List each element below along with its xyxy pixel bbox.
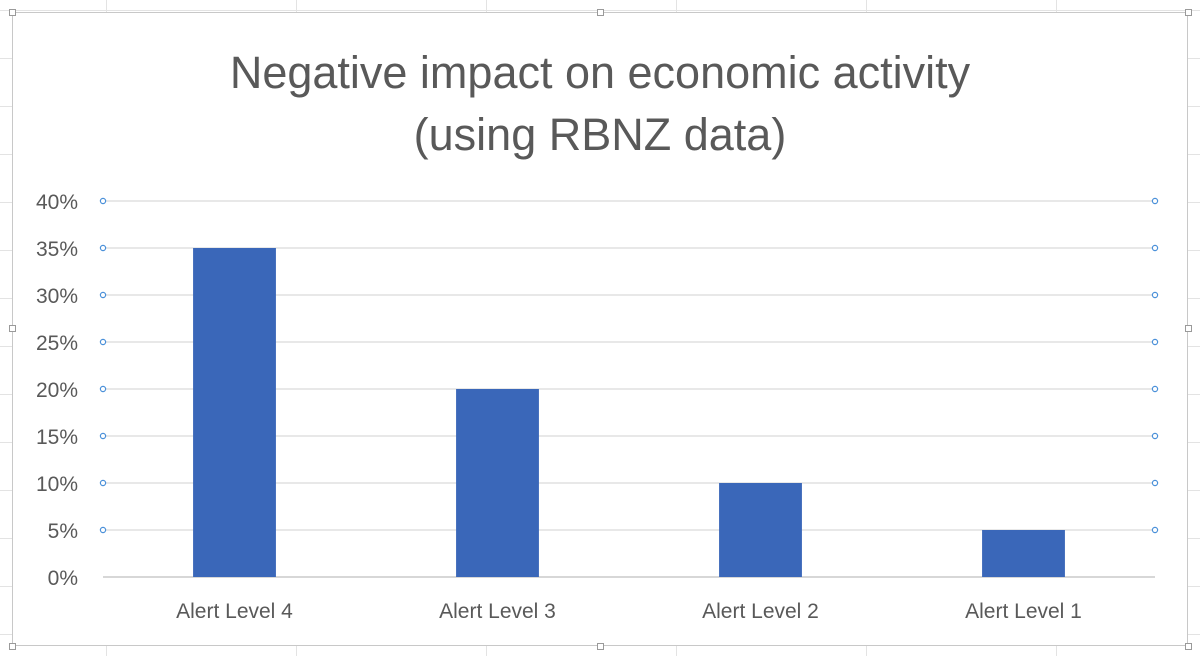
y-tick-label: 35% [36, 238, 78, 261]
x-axis: Alert Level 4 Alert Level 3 Alert Level 2 A… [176, 600, 1082, 623]
resize-handle-right[interactable] [1185, 325, 1192, 332]
resize-handle-bottom[interactable] [597, 643, 604, 650]
gridline-selection-marker[interactable] [1151, 385, 1159, 393]
resize-handle-top-right[interactable] [1185, 9, 1192, 16]
x-tick-label: Alert Level 4 [176, 600, 293, 623]
x-tick-label: Alert Level 2 [702, 600, 819, 623]
gridline-selection-marker[interactable] [99, 526, 107, 534]
gridline-selection-marker[interactable] [1151, 432, 1159, 440]
gridline-selection-marker[interactable] [99, 479, 107, 487]
resize-handle-top[interactable] [597, 9, 604, 16]
gridline-selection-marker[interactable] [99, 244, 107, 252]
resize-handle-bottom-right[interactable] [1185, 643, 1192, 650]
gridline-selection-marker[interactable] [99, 338, 107, 346]
gridline-selection-marker[interactable] [1151, 244, 1159, 252]
gridline-selection-marker[interactable] [1151, 291, 1159, 299]
gridline-selection-marker[interactable] [99, 291, 107, 299]
y-tick-label: 10% [36, 473, 78, 496]
gridline-selection-marker[interactable] [99, 385, 107, 393]
x-tick-label: Alert Level 3 [439, 600, 556, 623]
resize-handle-bottom-left[interactable] [9, 643, 16, 650]
y-tick-label: 30% [36, 285, 78, 308]
y-axis: 0% 5% 10% 15% 20% 25% 30% 35% 40% [36, 191, 78, 590]
y-tick-label: 20% [36, 379, 78, 402]
y-tick-label: 0% [48, 567, 78, 590]
resize-handle-left[interactable] [9, 325, 16, 332]
gridline-selection-marker[interactable] [1151, 338, 1159, 346]
y-tick-label: 40% [36, 191, 78, 214]
gridlines [103, 200, 1155, 578]
bars[interactable] [193, 248, 1065, 577]
bar[interactable] [719, 483, 802, 577]
chart-title-line-1: Negative impact on economic activity [230, 47, 971, 98]
gridline-selection-marker[interactable] [99, 432, 107, 440]
bar[interactable] [193, 248, 276, 577]
chart-title-line-2: (using RBNZ data) [414, 109, 787, 160]
gridline-selection-markers [99, 197, 1159, 534]
gridline-selection-marker[interactable] [1151, 526, 1159, 534]
y-tick-label: 25% [36, 332, 78, 355]
y-tick-label: 15% [36, 426, 78, 449]
bar[interactable] [982, 530, 1065, 577]
x-tick-label: Alert Level 1 [965, 600, 1082, 623]
gridline-selection-marker[interactable] [99, 197, 107, 205]
gridline-selection-marker[interactable] [1151, 479, 1159, 487]
bar[interactable] [456, 389, 539, 577]
resize-handle-top-left[interactable] [9, 9, 16, 16]
gridline-selection-marker[interactable] [1151, 197, 1159, 205]
y-tick-label: 5% [48, 520, 78, 543]
